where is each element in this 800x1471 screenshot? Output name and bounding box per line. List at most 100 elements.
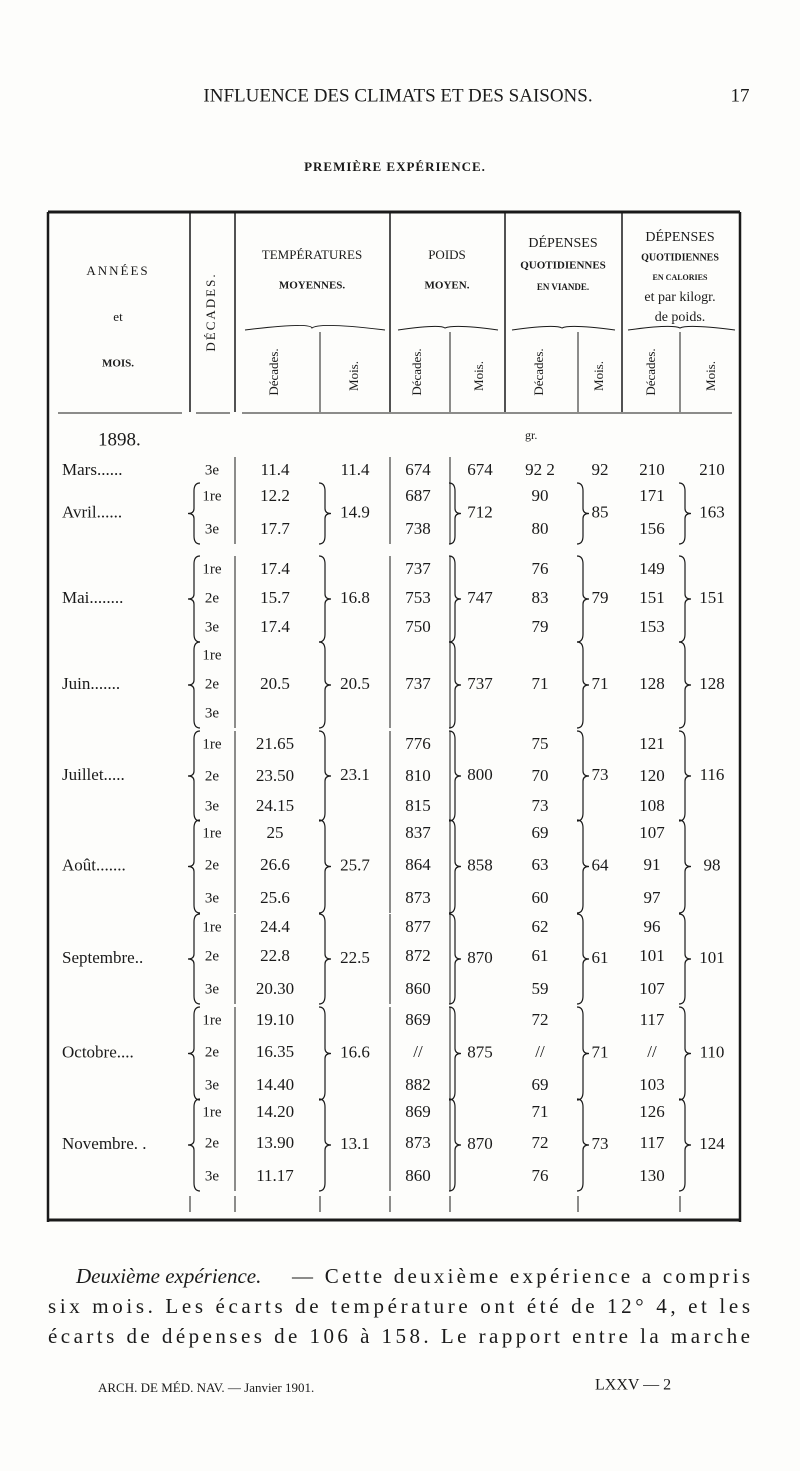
brace: [187, 730, 201, 822]
cell: 16.35: [256, 1042, 294, 1061]
sub-header: Décades.: [643, 348, 658, 395]
brace: [448, 555, 462, 643]
footer-journal: ARCH. DE MÉD. NAV. — Janvier 1901.: [98, 1380, 314, 1395]
brace: [318, 730, 332, 822]
brace: [678, 1098, 692, 1192]
cell: 64: [592, 855, 610, 874]
decade: 3e: [205, 890, 220, 906]
cell: 674: [467, 460, 493, 479]
brace: [678, 730, 692, 822]
month-label: Mai........: [62, 588, 123, 607]
decade: 1re: [202, 736, 221, 752]
column-header: DÉCADES.: [203, 272, 218, 351]
paragraph-line: écarts de dépenses de 106 à 158. Le rapp…: [48, 1324, 750, 1348]
brace: [318, 1006, 332, 1101]
cell: 875: [467, 1042, 493, 1061]
brace: [678, 482, 692, 545]
decade: 1re: [202, 919, 221, 935]
cell: 810: [405, 766, 431, 785]
cell: 737: [405, 559, 431, 578]
brace: [318, 1098, 332, 1192]
cell: 869: [405, 1010, 431, 1029]
cell: 26.6: [260, 855, 290, 874]
cell: //: [647, 1042, 657, 1061]
cell: 738: [405, 519, 431, 538]
cell: 117: [640, 1133, 665, 1152]
cell: 80: [532, 519, 549, 538]
cell: 124: [699, 1134, 725, 1153]
cell: 61: [532, 946, 549, 965]
cell: 16.8: [340, 588, 370, 607]
cell: 69: [532, 823, 549, 842]
brace: [448, 730, 462, 822]
cell: 73: [532, 796, 549, 815]
cell: 110: [700, 1042, 725, 1061]
cell: 73: [592, 765, 609, 784]
brace: [678, 1006, 692, 1101]
decade: 1re: [202, 1104, 221, 1120]
cell: 737: [405, 674, 431, 693]
cell: 20.5: [340, 674, 370, 693]
cell: 83: [532, 588, 549, 607]
column-header: de poids.: [655, 310, 706, 325]
decade: 3e: [205, 521, 220, 537]
cell: 17.4: [260, 617, 290, 636]
cell: 151: [639, 588, 665, 607]
column-header: DÉPENSES: [645, 228, 714, 245]
cell: 22.5: [340, 948, 370, 967]
sub-header: Décades.: [266, 348, 281, 395]
brace: [576, 641, 590, 729]
cell: 130: [639, 1166, 665, 1185]
cell: 15.7: [260, 588, 290, 607]
brace: [187, 555, 201, 643]
cell: 71: [532, 674, 549, 693]
month-label: Août.......: [62, 855, 126, 874]
sub-header: Décades.: [409, 348, 424, 395]
cell: 79: [592, 588, 609, 607]
month-label: Novembre. .: [62, 1134, 147, 1153]
cell: 61: [592, 948, 609, 967]
cell: 16.6: [340, 1042, 370, 1061]
cell: 163: [699, 502, 725, 521]
cell: 12.2: [260, 486, 290, 505]
brace: [187, 819, 201, 914]
cell: 815: [405, 796, 431, 815]
cell: 873: [405, 1133, 431, 1152]
sub-header: Décades.: [531, 348, 546, 395]
brace: [448, 1006, 462, 1101]
cell: 103: [639, 1075, 665, 1094]
brace: [318, 913, 332, 1005]
cell: 14.9: [340, 502, 370, 521]
cell: 71: [592, 1042, 609, 1061]
cell: 882: [405, 1075, 431, 1094]
cell: 24.4: [260, 917, 290, 936]
month-label: Juin.......: [62, 674, 120, 693]
brace: [576, 1098, 590, 1192]
decade: 2e: [205, 948, 220, 964]
footer-signature: LXXV — 2: [595, 1377, 671, 1394]
brace: [187, 641, 201, 729]
brace: [678, 555, 692, 643]
cell: 25.7: [340, 855, 370, 874]
cell: 63: [532, 855, 549, 874]
cell: 19.10: [256, 1010, 294, 1029]
paragraph-lead: Deuxième expérience.: [75, 1264, 261, 1288]
column-header: TEMPÉRATURES: [262, 247, 362, 262]
decade: 1re: [202, 647, 221, 663]
cell: 23.1: [340, 765, 370, 784]
cell: 776: [405, 734, 431, 753]
brace: [576, 1006, 590, 1101]
cell: 76: [532, 559, 549, 578]
cell: 14.40: [256, 1075, 294, 1094]
cell: 870: [467, 1134, 493, 1153]
cell: 76: [532, 1166, 549, 1185]
decade: 3e: [205, 462, 220, 478]
cell: 60: [532, 888, 549, 907]
cell: 72: [532, 1010, 549, 1029]
cell: 117: [640, 1010, 665, 1029]
brace: [576, 730, 590, 822]
month-label: Avril......: [62, 502, 122, 521]
cell: 20.5: [260, 674, 290, 693]
cell: 156: [639, 519, 665, 538]
column-header: EN VIANDE.: [537, 282, 589, 292]
